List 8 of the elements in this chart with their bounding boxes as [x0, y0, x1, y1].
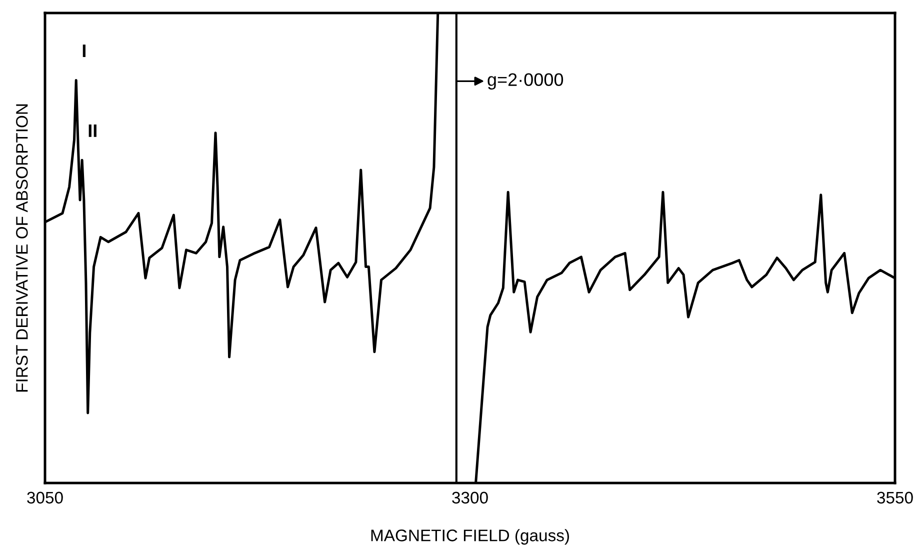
x-tick-label: 3550: [877, 492, 913, 504]
annotation: g=2·0000: [488, 73, 564, 90]
x-tick-label: 3050: [27, 492, 63, 504]
x-axis-title: MAGNETIC FIELD (gauss): [371, 529, 569, 545]
y-axis-title: FIRST DERIVATIVE OF ABSORPTION: [16, 104, 28, 392]
x-tick-label: 3300: [452, 492, 488, 504]
annotation: I: [82, 44, 86, 58]
annotation: II: [88, 124, 96, 137]
